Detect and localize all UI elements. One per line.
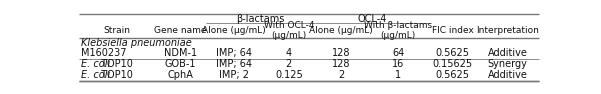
Text: 4: 4 [285,49,292,58]
Text: GOB-1: GOB-1 [165,59,197,69]
Text: 16: 16 [392,59,404,69]
Text: 0.5625: 0.5625 [436,70,470,80]
Text: β-lactams: β-lactams [236,14,284,24]
Text: FIC index: FIC index [432,26,474,35]
Text: 2: 2 [338,70,344,80]
Text: M160237: M160237 [81,49,126,58]
Text: Interpretation: Interpretation [476,26,539,35]
Text: NDM-1: NDM-1 [164,49,197,58]
Text: TOP10: TOP10 [99,59,133,69]
Text: IMP; 2: IMP; 2 [219,70,249,80]
Text: Gene name: Gene name [154,26,207,35]
Text: TOP10: TOP10 [99,70,133,80]
Text: 1: 1 [395,70,401,80]
Text: Synergy: Synergy [487,59,528,69]
Text: 128: 128 [332,49,350,58]
Text: Alone (µg/mL): Alone (µg/mL) [203,26,266,35]
Text: With β-lactams
(µg/mL): With β-lactams (µg/mL) [364,21,432,40]
Text: With OCL-4
(µg/mL): With OCL-4 (µg/mL) [264,21,314,40]
Text: Alone (µg/mL): Alone (µg/mL) [309,26,373,35]
Text: 0.125: 0.125 [275,70,303,80]
Text: E. coli: E. coli [81,70,110,80]
Text: IMP; 64: IMP; 64 [216,49,252,58]
Text: 64: 64 [392,49,404,58]
Text: Strain: Strain [104,26,131,35]
Text: Additive: Additive [487,49,528,58]
Text: OCL-4: OCL-4 [358,14,387,24]
Text: Klebsiella pneumoniae: Klebsiella pneumoniae [81,38,192,48]
Text: 0.5625: 0.5625 [436,49,470,58]
Text: 128: 128 [332,59,350,69]
Text: IMP; 64: IMP; 64 [216,59,252,69]
Text: CphA: CphA [168,70,194,80]
Text: 0.15625: 0.15625 [433,59,473,69]
Text: E. coli: E. coli [81,59,110,69]
Text: Additive: Additive [487,70,528,80]
Text: 2: 2 [285,59,292,69]
